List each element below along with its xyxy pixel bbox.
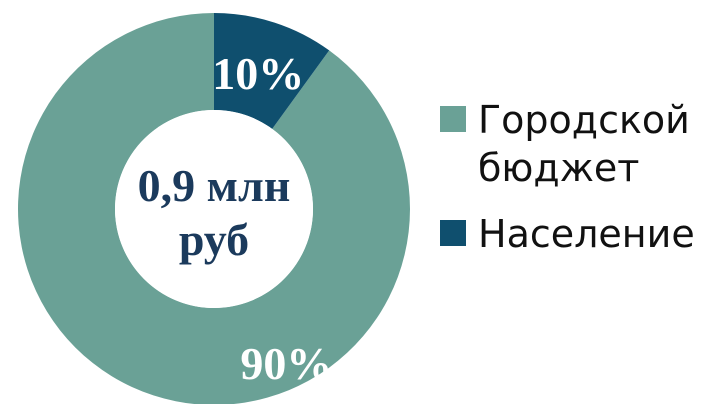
legend-label-city-budget: Городской бюджет bbox=[478, 98, 690, 190]
legend-item-city-budget: Городской бюджет bbox=[440, 96, 702, 192]
legend-item-population: Население bbox=[440, 210, 702, 258]
legend-swatch-population bbox=[440, 220, 466, 246]
slice-labels: 90% 10% bbox=[212, 48, 332, 389]
legend-label-population: Население bbox=[478, 212, 695, 256]
data-label-population: 10% bbox=[212, 48, 304, 99]
center-text-line-1: 0,9 млн bbox=[138, 160, 291, 211]
slice-city-budget bbox=[18, 13, 411, 404]
legend: Городской бюджет Население bbox=[440, 96, 702, 276]
center-text-line-2: руб bbox=[179, 214, 249, 265]
donut-hole bbox=[115, 110, 313, 308]
slice-population bbox=[214, 13, 330, 129]
donut-slices bbox=[18, 13, 411, 404]
data-label-city-budget: 90% bbox=[240, 338, 332, 389]
legend-swatch-city-budget bbox=[440, 106, 466, 132]
